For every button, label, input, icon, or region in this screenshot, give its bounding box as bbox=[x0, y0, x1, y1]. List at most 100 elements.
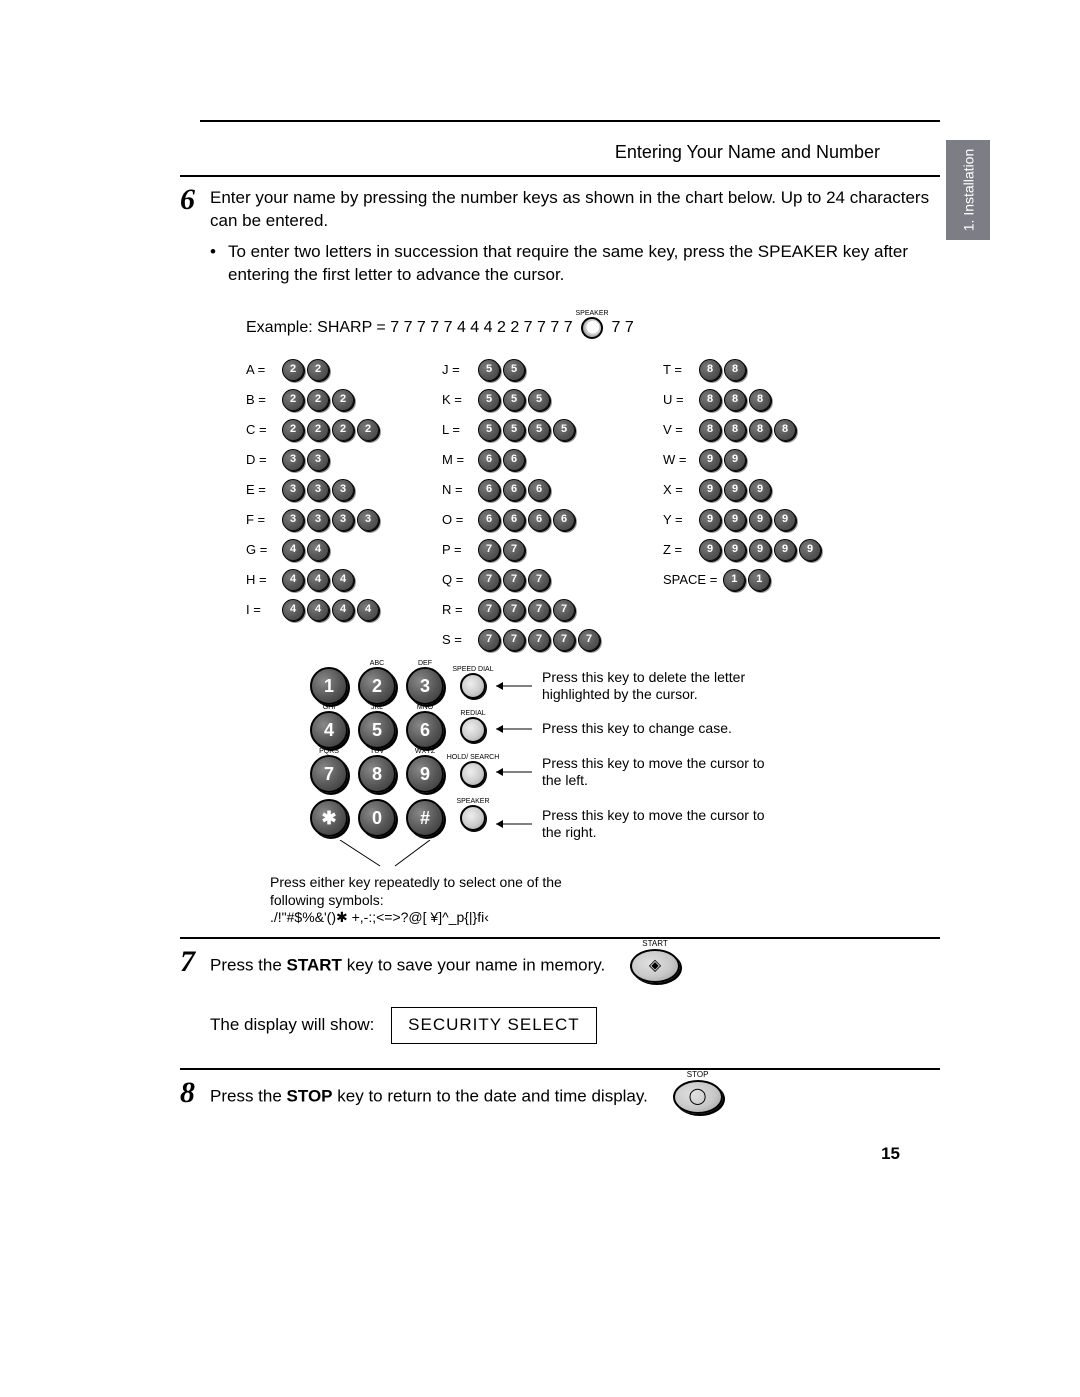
top-rule bbox=[200, 120, 940, 122]
keycap-7: 7 bbox=[478, 629, 500, 651]
keypad-note-row: Press this key to move the cursor to the… bbox=[490, 755, 782, 789]
side-tab-label: 1. Installation bbox=[960, 149, 976, 232]
keycap-9: 9 bbox=[749, 509, 771, 531]
keypad-key-2[interactable]: 2ABC bbox=[358, 667, 396, 705]
keypad-notes: Press this key to delete the letter high… bbox=[490, 669, 782, 841]
letter-label: J = bbox=[442, 361, 472, 379]
keycap-3: 3 bbox=[282, 479, 304, 501]
letter-row: A =22 bbox=[246, 359, 382, 381]
letter-row: D =33 bbox=[246, 449, 382, 471]
keycap-8: 8 bbox=[724, 419, 746, 441]
letter-label: Z = bbox=[663, 541, 693, 559]
example-seq1: 7 7 7 7 7 4 4 4 2 2 7 7 7 7 bbox=[390, 319, 572, 336]
keypad-key-6[interactable]: 6MNO bbox=[406, 711, 444, 749]
keypad-key-#[interactable]: # bbox=[406, 799, 444, 837]
rule-before-8 bbox=[180, 1068, 940, 1070]
keypad-key-1[interactable]: 1 bbox=[310, 667, 348, 705]
keypad-key-5[interactable]: 5JKL bbox=[358, 711, 396, 749]
letter-label: O = bbox=[442, 511, 472, 529]
letter-row: M =66 bbox=[442, 449, 603, 471]
keycap-7: 7 bbox=[553, 599, 575, 621]
letter-label: P = bbox=[442, 541, 472, 559]
letter-label: T = bbox=[663, 361, 693, 379]
arrow-icon bbox=[496, 681, 536, 691]
keycap-6: 6 bbox=[528, 479, 550, 501]
keypad-key-9[interactable]: 9WXYZ bbox=[406, 755, 444, 793]
side-key-2[interactable]: HOLD/ SEARCH bbox=[460, 761, 486, 787]
keypad-keycap-label: DEF bbox=[418, 659, 432, 668]
letter-label: G = bbox=[246, 541, 276, 559]
keycap-4: 4 bbox=[282, 569, 304, 591]
keypad-note-row: Press this key to move the cursor to the… bbox=[490, 807, 782, 841]
letter-label: F = bbox=[246, 511, 276, 529]
letter-row: J = 55 bbox=[442, 359, 603, 381]
display-box: SECURITY SELECT bbox=[391, 1007, 597, 1044]
letter-label: U = bbox=[663, 391, 693, 409]
letter-label: H = bbox=[246, 571, 276, 589]
keycap-9: 9 bbox=[724, 539, 746, 561]
step-7: 7 Press the START key to save your name … bbox=[180, 949, 940, 1044]
keycap-7: 7 bbox=[528, 569, 550, 591]
letter-label: C = bbox=[246, 421, 276, 439]
letter-row: Q =777 bbox=[442, 569, 603, 591]
symbol-note: Press either key repeatedly to select on… bbox=[270, 874, 590, 927]
page: Entering Your Name and Number 1. Install… bbox=[0, 0, 1080, 1164]
letter-label: M = bbox=[442, 451, 472, 469]
keycap-7: 7 bbox=[528, 629, 550, 651]
step6-bullet: To enter two letters in succession that … bbox=[210, 241, 940, 287]
step-number-8: 8 bbox=[180, 1078, 210, 1108]
letter-row: L =5555 bbox=[442, 419, 603, 441]
keycap-8: 8 bbox=[724, 389, 746, 411]
keypad-key-0[interactable]: 0 bbox=[358, 799, 396, 837]
start-key-glyph: ◈ bbox=[649, 955, 661, 977]
keycap-9: 9 bbox=[699, 479, 721, 501]
keypad-keycap-label: MNO bbox=[417, 703, 433, 712]
side-key-label: SPEAKER bbox=[456, 797, 489, 806]
letter-label: SPACE = bbox=[663, 571, 717, 589]
side-key-0[interactable]: SPEED DIAL bbox=[460, 673, 486, 699]
letter-row: O =6666 bbox=[442, 509, 603, 531]
keycap-9: 9 bbox=[699, 449, 721, 471]
step7-post: key to save your name in memory. bbox=[347, 955, 606, 974]
keycap-5: 5 bbox=[503, 359, 525, 381]
keypad-note-text: Press this key to move the cursor to the… bbox=[542, 755, 782, 789]
keycap-9: 9 bbox=[749, 479, 771, 501]
side-key-3[interactable]: SPEAKER bbox=[460, 805, 486, 831]
keypad-keycap-label: PQRS bbox=[319, 747, 339, 756]
letter-label: W = bbox=[663, 451, 693, 469]
keycap-3: 3 bbox=[307, 449, 329, 471]
header-title: Entering Your Name and Number bbox=[180, 142, 880, 163]
letter-row: F =3333 bbox=[246, 509, 382, 531]
letter-label: D = bbox=[246, 451, 276, 469]
side-key-1[interactable]: REDIAL bbox=[460, 717, 486, 743]
keycap-9: 9 bbox=[724, 509, 746, 531]
letter-label: B = bbox=[246, 391, 276, 409]
letter-col-3: T =88U =888V =8888W =99X =999Y =9999Z =9… bbox=[663, 359, 824, 651]
letter-row: C =2222 bbox=[246, 419, 382, 441]
letter-row: G =44 bbox=[246, 539, 382, 561]
keypad-keycap-label: WXYZ bbox=[415, 747, 435, 756]
keycap-6: 6 bbox=[503, 449, 525, 471]
keycap-5: 5 bbox=[503, 419, 525, 441]
speaker-key-icon: SPEAKER bbox=[581, 317, 603, 339]
keypad-key-4[interactable]: 4GHI bbox=[310, 711, 348, 749]
keypad-key-8[interactable]: 8TUV bbox=[358, 755, 396, 793]
keycap-9: 9 bbox=[774, 539, 796, 561]
step-body-7: Press the START key to save your name in… bbox=[210, 949, 940, 1044]
step7-keyword: START bbox=[287, 955, 342, 974]
keycap-2: 2 bbox=[282, 389, 304, 411]
keycap-2: 2 bbox=[332, 419, 354, 441]
keycap-7: 7 bbox=[503, 539, 525, 561]
letter-label: S = bbox=[442, 631, 472, 649]
keypad-key-3[interactable]: 3DEF bbox=[406, 667, 444, 705]
keycap-5: 5 bbox=[553, 419, 575, 441]
keypad-key-✱[interactable]: ✱ bbox=[310, 799, 348, 837]
letter-row: Y =9999 bbox=[663, 509, 824, 531]
letter-row: N =666 bbox=[442, 479, 603, 501]
keycap-4: 4 bbox=[357, 599, 379, 621]
step-body-8: Press the STOP key to return to the date… bbox=[210, 1080, 940, 1114]
keycap-5: 5 bbox=[478, 359, 500, 381]
keycap-7: 7 bbox=[528, 599, 550, 621]
letter-row: P =77 bbox=[442, 539, 603, 561]
keypad-key-7[interactable]: 7PQRS bbox=[310, 755, 348, 793]
